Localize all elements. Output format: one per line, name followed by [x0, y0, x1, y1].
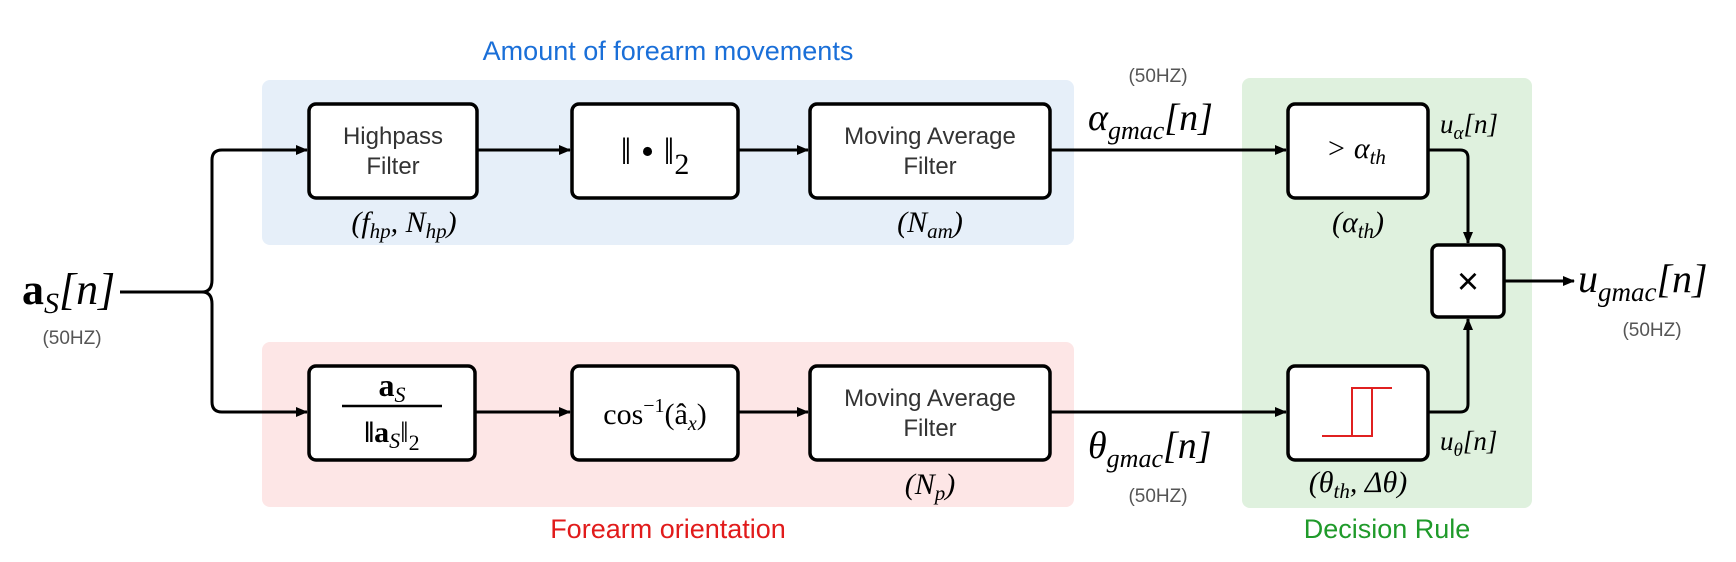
moving-average-block-bottom	[808, 364, 1052, 462]
output-signal-label: ugmac[n]	[1578, 256, 1708, 307]
threshold-params: (αth)	[1332, 206, 1384, 243]
decision-region-label: Decision Rule	[1304, 514, 1471, 544]
highpass-filter-block	[307, 102, 479, 200]
hysteresis-params: (θth, Δθ)	[1309, 466, 1407, 503]
highpass-filter-label-2: Filter	[366, 153, 419, 180]
u-theta-label: uθ[n]	[1440, 426, 1497, 461]
threshold-label: > αth	[1326, 132, 1386, 169]
highpass-params: (fhp, Nhp)	[351, 206, 456, 243]
norm-label: ‖ • ‖2	[621, 131, 690, 181]
input-signal-label: aS[n]	[22, 265, 115, 320]
u-alpha-label: uα[n]	[1440, 109, 1498, 144]
normalize-denominator: ‖aS‖2	[364, 416, 419, 455]
moving-average-bottom-params: (Np)	[905, 468, 956, 505]
output-rate-label: (50HZ)	[1622, 320, 1681, 341]
moving-average-block-top	[808, 102, 1052, 200]
moving-average-bottom-label: Moving Average	[844, 385, 1016, 412]
orientation-region-label: Forearm orientation	[550, 514, 786, 544]
theta-rate-label: (50HZ)	[1128, 486, 1187, 507]
wire-u-alpha	[1428, 148, 1473, 244]
wire-u-theta	[1428, 318, 1473, 414]
alpha-rate-label: (50HZ)	[1128, 66, 1187, 87]
hysteresis-block	[1286, 364, 1430, 462]
input-rate-label: (50HZ)	[42, 328, 101, 349]
alpha-signal-label: αgmac[n]	[1088, 97, 1213, 145]
moving-average-top-params: (Nam)	[897, 206, 963, 243]
theta-signal-label: θgmac[n]	[1088, 425, 1212, 473]
input-brace	[201, 148, 223, 414]
moving-average-top-label-2: Filter	[903, 153, 956, 180]
movement-region-label: Amount of forearm movements	[483, 36, 854, 66]
highpass-filter-label: Highpass	[343, 123, 443, 150]
arccos-label: cos−1(âx)	[603, 395, 706, 435]
hysteresis-icon	[1322, 387, 1392, 437]
moving-average-top-label: Moving Average	[844, 123, 1016, 150]
multiplier-icon: ×	[1457, 261, 1479, 303]
normalize-numerator: aS	[379, 367, 406, 407]
moving-average-bottom-label-2: Filter	[903, 415, 956, 442]
